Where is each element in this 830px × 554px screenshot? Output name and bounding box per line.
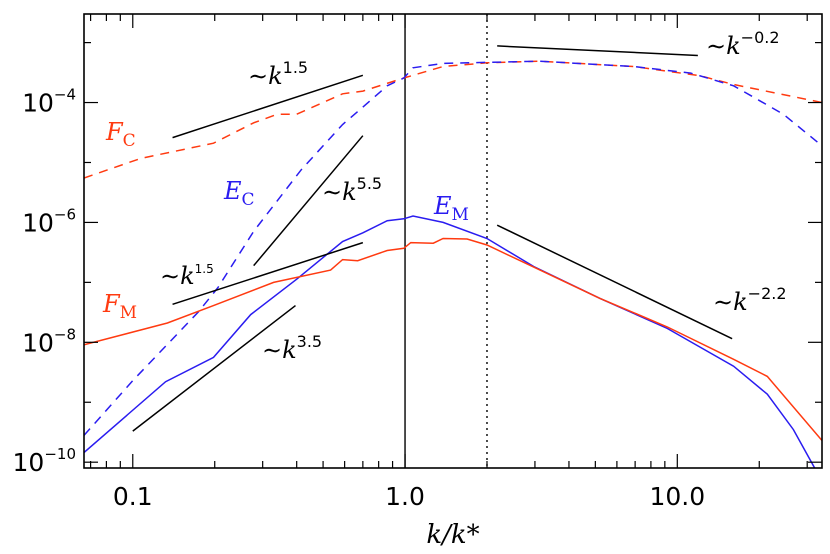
y-tick-label: 10−6 bbox=[22, 205, 76, 237]
power-law-label: ∼k3.5 bbox=[262, 332, 322, 364]
plot-frame bbox=[83, 13, 823, 469]
series-label-e-m: EM bbox=[433, 192, 469, 225]
series-line-e-m bbox=[84, 215, 816, 468]
power-law-label: ∼k5.5 bbox=[322, 174, 382, 206]
y-tick-label: 10−4 bbox=[22, 86, 76, 118]
series-line-e-c bbox=[84, 60, 822, 436]
power-law-label: ∼k−0.2 bbox=[706, 28, 780, 60]
power-law-line bbox=[497, 45, 698, 57]
series-line-f-m bbox=[84, 237, 822, 441]
power-law-line bbox=[496, 224, 733, 340]
power-law-line bbox=[172, 74, 364, 139]
series-line-f-c bbox=[84, 60, 822, 179]
series-label-e-c: EC bbox=[223, 177, 255, 210]
power-law-line bbox=[253, 135, 364, 267]
power-law-line bbox=[132, 304, 296, 432]
series-label-f-m: FM bbox=[102, 290, 137, 323]
power-law-label: ∼k1.5 bbox=[160, 262, 214, 290]
x-tick-label: 10.0 bbox=[649, 482, 705, 511]
x-tick-label: 1.0 bbox=[385, 482, 425, 511]
power-law-label: ∼k1.5 bbox=[248, 58, 308, 90]
y-tick-label: 10−10 bbox=[13, 445, 76, 477]
series-label-f-c: FC bbox=[105, 118, 136, 151]
y-tick-label: 10−8 bbox=[22, 325, 76, 357]
power-law-line bbox=[172, 241, 364, 306]
x-tick-label: 0.1 bbox=[113, 482, 153, 511]
x-axis-label: k/k* bbox=[426, 520, 479, 550]
power-law-label: ∼k−2.2 bbox=[713, 284, 787, 316]
